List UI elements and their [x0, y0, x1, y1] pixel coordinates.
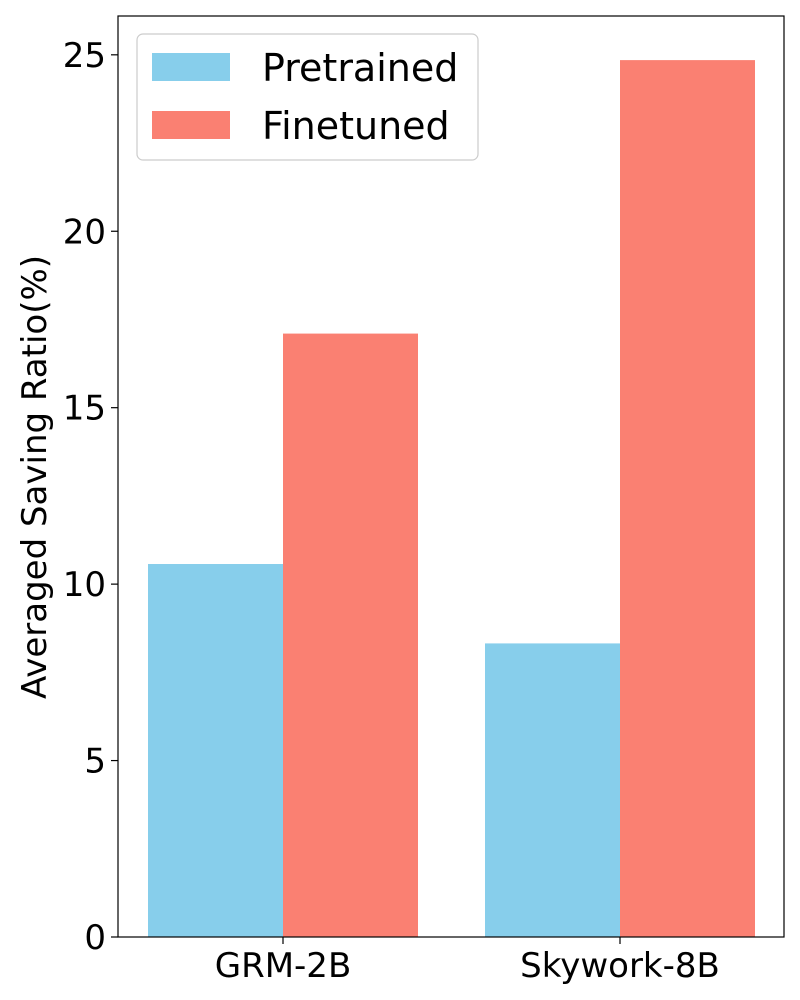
legend-label-pretrained: Pretrained: [262, 46, 458, 90]
legend: Pretrained Finetuned: [136, 33, 479, 161]
y-axis-ticks: 0 5 10 15 20 25: [63, 36, 118, 958]
y-axis-label: Averaged Saving Ratio(%): [15, 255, 55, 699]
x-tick-label-grm-2b: GRM-2B: [215, 946, 352, 986]
bar-finetuned-skywork-8b: [620, 60, 755, 938]
y-tick-label: 15: [63, 389, 106, 429]
y-tick-label: 5: [84, 742, 106, 782]
plot-frame: [117, 15, 785, 938]
x-tick-label-skywork-8b: Skywork-8B: [520, 946, 720, 986]
y-tick-label: 10: [63, 565, 106, 605]
y-tick-label: 20: [63, 212, 106, 252]
y-tick-label: 0: [84, 918, 106, 958]
legend-label-finetuned: Finetuned: [262, 104, 450, 148]
bar-finetuned-grm-2b: [283, 333, 418, 938]
x-axis-ticks: GRM-2B Skywork-8B: [215, 937, 720, 986]
legend-swatch-pretrained: [152, 53, 230, 81]
y-tick-label: 25: [63, 36, 106, 76]
bar-pretrained-grm-2b: [148, 564, 283, 937]
bar-pretrained-skywork-8b: [485, 643, 620, 937]
bars-group: [148, 60, 755, 938]
legend-swatch-finetuned: [152, 111, 230, 139]
